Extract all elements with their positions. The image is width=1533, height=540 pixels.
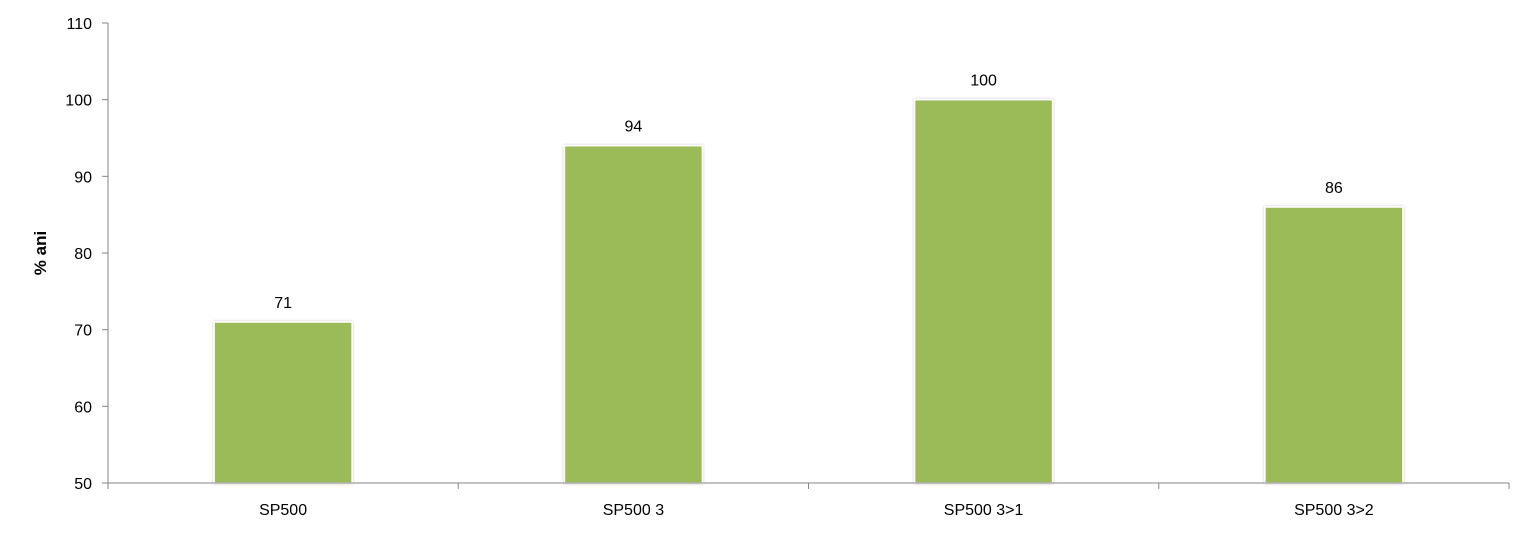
y-tick-label-2: 70 [74, 323, 92, 340]
bar-0 [213, 321, 353, 484]
data-label-0: 71 [274, 295, 292, 312]
x-tick-label-1: SP500 3 [603, 502, 664, 519]
y-tick-label-3: 80 [74, 246, 92, 263]
x-tick-label-0: SP500 [259, 502, 307, 519]
x-tick-label-3: SP500 3>2 [1294, 502, 1374, 519]
axes-layer [102, 22, 1510, 489]
y-tick-label-0: 50 [74, 476, 92, 493]
bars-layer [213, 98, 1404, 484]
labels-layer: 71 SP500 94 SP500 3 100 SP500 3>1 86 SP500 3>2 5… [65, 16, 1374, 519]
bar-1 [563, 144, 704, 484]
y-tick-label-5: 100 [65, 93, 92, 110]
bar-3 [1264, 206, 1404, 484]
y-tick-label-4: 90 [74, 169, 92, 186]
y-axis-title: % ani [31, 231, 50, 275]
y-tick-label-6: 110 [66, 16, 92, 33]
data-label-2: 100 [970, 73, 997, 90]
data-label-3: 86 [1325, 180, 1343, 197]
x-tick-label-2: SP500 3>1 [944, 502, 1024, 519]
bar-2 [913, 98, 1054, 484]
data-label-1: 94 [625, 119, 643, 136]
y-tick-label-1: 60 [74, 399, 92, 416]
